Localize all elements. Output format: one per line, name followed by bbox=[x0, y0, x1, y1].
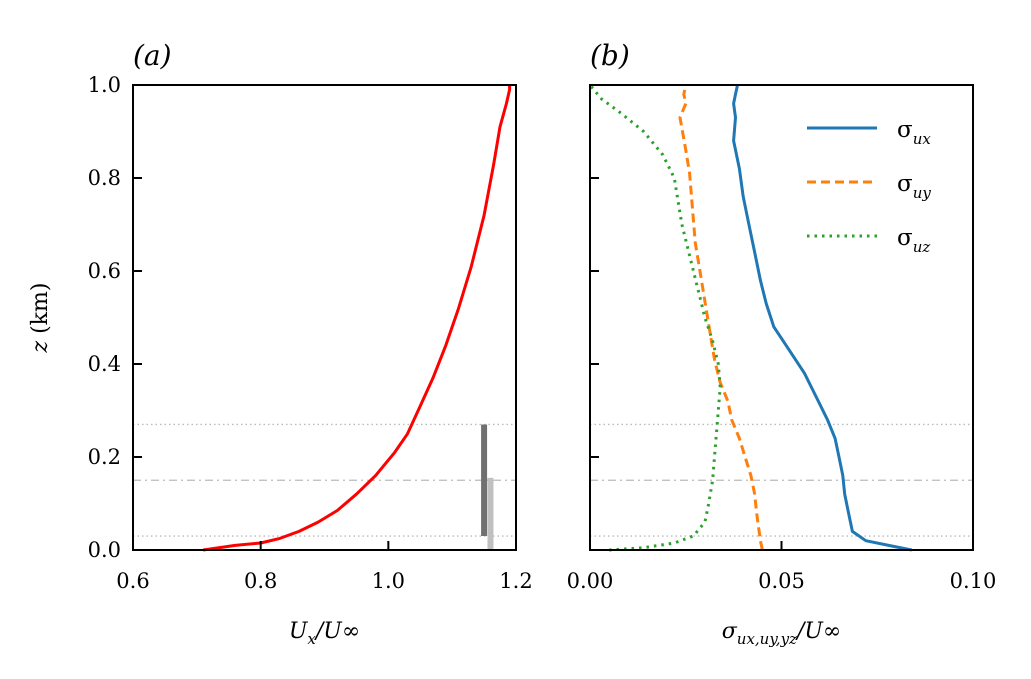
y-tick-label-2: 0.4 bbox=[88, 352, 121, 376]
series-line-σ_ux bbox=[732, 84, 912, 552]
panel-a-xlabel-main: U bbox=[289, 619, 309, 644]
legend-label-σ_uy: σuy bbox=[897, 171, 931, 202]
panel-b-x-ticks: 0.00 0.05 0.10 bbox=[567, 541, 997, 593]
x-tick-label-0: 0.00 bbox=[567, 569, 614, 593]
panel-a-x-ticks: 0.6 0.8 1.0 1.2 bbox=[116, 541, 533, 593]
legend-label-σ_uz: σuz bbox=[897, 225, 930, 256]
panel-b-legend: σux σuy σuz bbox=[807, 117, 931, 256]
panel-a-marker-bars bbox=[481, 424, 494, 550]
panel-a-xlabel-rest: /U∞ bbox=[314, 619, 360, 644]
panel-b-xlabel-main: σ bbox=[722, 619, 738, 644]
x-tick-label-0: 0.6 bbox=[116, 569, 149, 593]
y-tick-label-5: 1.0 bbox=[88, 73, 121, 97]
x-tick-label-2: 0.10 bbox=[950, 569, 997, 593]
panel-a-ylabel-var: z bbox=[28, 340, 53, 353]
x-tick-label-3: 1.2 bbox=[499, 569, 532, 593]
y-tick-label-4: 0.8 bbox=[88, 166, 121, 190]
series-line-U_x/U_inf bbox=[202, 85, 512, 552]
panel-b-xlabel-rest: /U∞ bbox=[795, 619, 841, 644]
panel-b-x-axis-label: σux,uy,yz/U∞ bbox=[722, 619, 842, 648]
legend-label-σ_ux: σux bbox=[897, 117, 931, 148]
panel-b-frame bbox=[589, 84, 974, 551]
panel-a-reference-lines bbox=[133, 423, 516, 537]
panel-a-x-axis-label: Ux/U∞ bbox=[289, 619, 360, 648]
panel-a-xlabel-sub: x bbox=[307, 630, 316, 648]
panel-b-reference-lines bbox=[590, 423, 973, 537]
x-tick-label-1: 0.8 bbox=[244, 569, 277, 593]
panel-a-label: (a) bbox=[133, 39, 172, 72]
panel-b-xlabel-sub: ux,uy,yz bbox=[737, 630, 797, 648]
panel-b-series bbox=[588, 84, 912, 552]
panel-a-y-axis-label: z (km) bbox=[28, 283, 53, 354]
x-tick-label-2: 1.0 bbox=[372, 569, 405, 593]
panel-a: (a) 0.6 0.8 1.0 1.2 0.0 0.2 0.4 0.6 0.8 1.0 Ux/U… bbox=[28, 39, 533, 648]
y-tick-label-1: 0.2 bbox=[88, 445, 121, 469]
panel-a-series bbox=[202, 85, 512, 552]
panel-b-label: (b) bbox=[590, 39, 630, 72]
x-tick-label-1: 0.05 bbox=[758, 569, 805, 593]
y-tick-label-0: 0.0 bbox=[88, 538, 121, 562]
series-line-σ_uz bbox=[588, 84, 722, 552]
panel-a-y-ticks: 0.0 0.2 0.4 0.6 0.8 1.0 bbox=[88, 73, 142, 562]
y-tick-label-3: 0.6 bbox=[88, 259, 121, 283]
panel-a-frame bbox=[132, 84, 517, 551]
series-line-σ_uy bbox=[678, 84, 764, 551]
panel-a-ylabel-unit: (km) bbox=[28, 283, 53, 341]
panel-b: (b) 0.00 0.05 0.10 σux,uy,yz/U∞ σux σuy σuz bbox=[567, 39, 997, 648]
